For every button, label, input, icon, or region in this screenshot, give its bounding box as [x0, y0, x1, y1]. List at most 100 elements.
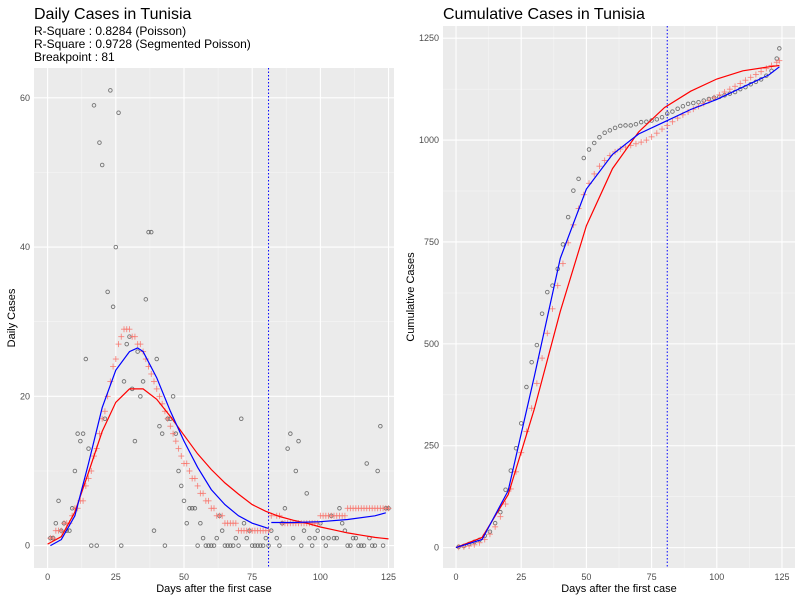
data-point [56, 498, 61, 504]
data-point [157, 423, 162, 429]
data-point [110, 363, 117, 370]
data-point [607, 128, 613, 133]
data-point [288, 431, 293, 436]
data-point [209, 543, 214, 548]
y-axis-label: Daily Cases [6, 288, 18, 347]
data-point [290, 535, 296, 541]
data-point [539, 311, 545, 316]
data-point [132, 438, 138, 444]
data-point [274, 535, 279, 541]
data-point [732, 83, 739, 90]
data-point [179, 483, 184, 489]
data-point [576, 176, 581, 182]
data-point [249, 543, 255, 548]
plot-panel [34, 68, 394, 568]
data-point [214, 535, 219, 541]
data-point [670, 109, 675, 114]
data-point [742, 77, 749, 84]
data-point [233, 535, 239, 541]
y-tick-label: 1000 [419, 135, 439, 145]
data-point [187, 506, 192, 511]
data-point [559, 260, 566, 267]
data-point [263, 535, 269, 541]
data-point [178, 453, 185, 460]
data-point [361, 543, 367, 548]
data-point [175, 445, 182, 452]
data-point [560, 242, 566, 247]
data-point [225, 543, 230, 548]
data-point [170, 394, 176, 399]
data-point [776, 57, 783, 64]
data-point [341, 512, 348, 519]
data-point [331, 535, 337, 541]
data-point [170, 430, 177, 437]
data-point [119, 543, 124, 548]
data-point [721, 89, 728, 96]
data-point [200, 535, 206, 541]
data-point [252, 543, 258, 548]
data-point [628, 123, 633, 128]
data-point [80, 431, 86, 436]
data-point [116, 110, 121, 116]
data-point [716, 91, 723, 98]
x-tick-label: 125 [774, 572, 789, 582]
data-point [309, 543, 315, 548]
data-point [99, 415, 106, 422]
gridlines [34, 68, 394, 568]
data-point [118, 333, 125, 340]
data-point [75, 431, 80, 436]
data-point [143, 297, 149, 302]
y-axis-label: Cumulative Cases [405, 252, 417, 342]
data-point [159, 431, 165, 436]
data-point [544, 330, 551, 337]
data-point [586, 147, 592, 152]
data-point [184, 520, 189, 526]
data-point [266, 543, 271, 548]
data-point [124, 341, 129, 347]
y-tick-label: 20 [20, 391, 30, 401]
data-point [121, 379, 127, 384]
y-tick-label: 60 [20, 93, 30, 103]
data-point [277, 543, 282, 548]
data-point [502, 501, 509, 508]
x-tick-label: 100 [709, 572, 724, 582]
data-point [164, 415, 171, 422]
data-point [747, 74, 754, 81]
data-point [205, 497, 212, 504]
data-point [369, 543, 375, 548]
data-point [711, 94, 718, 101]
data-point [549, 305, 556, 312]
data-point [203, 543, 209, 548]
x-axis-label: Days after the first case [561, 583, 677, 595]
data-point [768, 62, 775, 69]
data-point [659, 126, 666, 133]
data-point [176, 468, 181, 474]
fit-line [271, 512, 386, 524]
x-tick-label: 0 [454, 572, 459, 582]
data-point [307, 535, 312, 541]
data-point [758, 68, 765, 75]
data-point [172, 438, 179, 445]
data-point [80, 497, 87, 504]
chart-subtitle-line-1: R-Square : 0.8284 (Poisson) [34, 24, 186, 38]
data-point [312, 535, 318, 541]
data-point [675, 106, 680, 111]
data-point [83, 356, 89, 362]
data-point [101, 408, 108, 415]
data-point [192, 506, 198, 511]
data-point [503, 487, 508, 493]
data-point [375, 468, 380, 474]
data-point [241, 520, 247, 526]
data-point [596, 163, 603, 170]
data-point [601, 157, 608, 164]
x-tick-label: 25 [516, 572, 526, 582]
data-point [151, 528, 157, 533]
x-tick-label: 100 [313, 572, 328, 582]
data-point [339, 520, 345, 526]
data-point [167, 423, 174, 430]
data-point [189, 506, 195, 511]
data-point [198, 520, 203, 526]
data-point [653, 130, 660, 137]
data-point [211, 505, 217, 512]
data-point [219, 512, 226, 519]
